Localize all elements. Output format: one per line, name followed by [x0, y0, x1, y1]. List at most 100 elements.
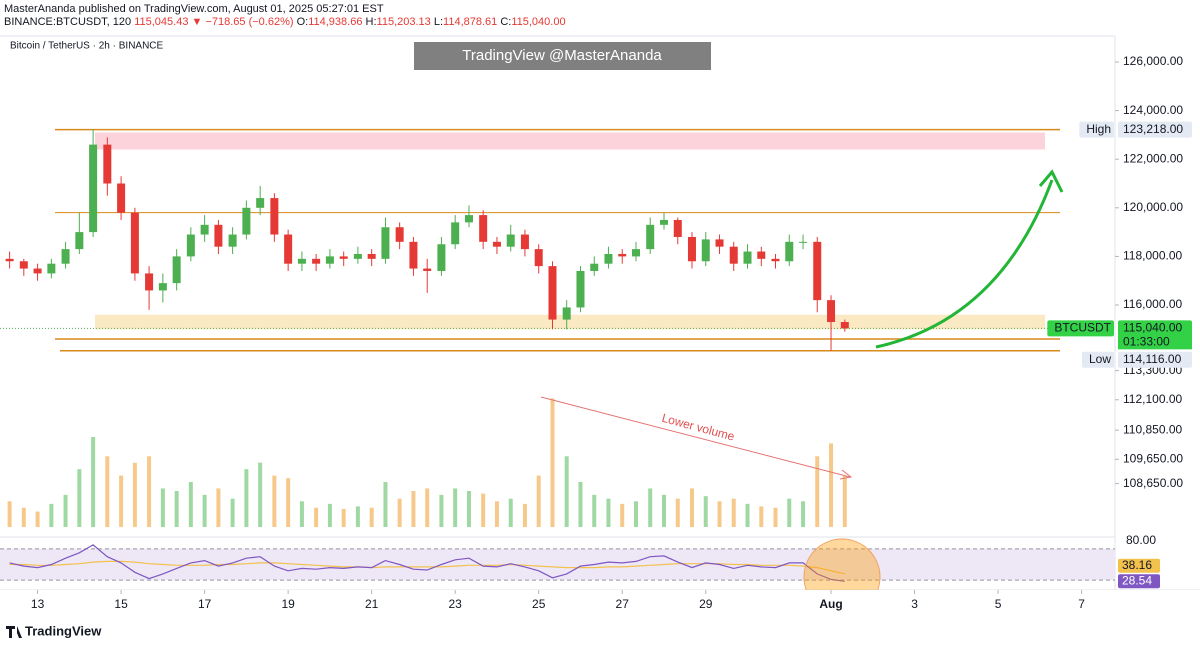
volume-bar — [689, 488, 694, 527]
marker-value-bg — [1118, 121, 1192, 138]
volume-bar — [327, 503, 332, 527]
volume-bar — [49, 503, 54, 527]
volume-bar — [174, 491, 179, 527]
header-part: O: — [297, 16, 309, 28]
zone — [95, 132, 1045, 150]
candle-body — [423, 268, 432, 271]
header-part: 115,040.00 — [511, 16, 565, 28]
candle-body — [618, 253, 627, 257]
candle-body — [47, 263, 56, 274]
candle-body — [270, 198, 279, 235]
volume-bar — [63, 494, 68, 527]
candle-body — [590, 263, 599, 271]
marker-name-bg — [1079, 121, 1114, 138]
y-tick-label: 109,650.00 — [1123, 451, 1183, 465]
forecast-arrowhead — [1038, 169, 1064, 193]
plot — [0, 128, 1115, 582]
watermark-box — [414, 42, 711, 70]
volume-bar — [829, 443, 834, 527]
candle-body — [771, 258, 780, 262]
rsi-tick-label: 80.00 — [1126, 533, 1156, 547]
candle-body — [799, 241, 808, 243]
volume-bar — [703, 496, 708, 527]
volume-bar — [105, 456, 110, 527]
candle-body — [548, 266, 557, 320]
candle-body — [757, 251, 766, 259]
candle-body — [451, 222, 460, 245]
rsi-ma-line — [9, 560, 845, 575]
x-tick-label: 5 — [995, 597, 1002, 611]
y-tick-label: 118,000.00 — [1123, 249, 1182, 263]
header-part: BINANCE:BTCUSDT, 120 — [4, 16, 131, 28]
volume-bar — [411, 491, 416, 527]
volume-bar — [745, 503, 750, 527]
candle-body — [659, 219, 668, 225]
x-tick-label: 27 — [616, 597, 630, 611]
volume-bar — [286, 478, 291, 527]
volume-bar — [299, 501, 304, 527]
volume-bar — [397, 498, 402, 527]
marker-name: Low — [1089, 352, 1111, 366]
y-tick-label: 126,000.00 — [1123, 54, 1183, 68]
candle-body — [242, 207, 251, 235]
candle-body — [520, 234, 529, 250]
candle-body — [256, 198, 265, 208]
candle-body — [576, 270, 585, 308]
candle-body — [145, 273, 154, 291]
volume-bar — [383, 482, 388, 527]
volume-bar — [341, 509, 346, 527]
volume-bar — [536, 475, 541, 527]
volume-bar — [188, 482, 193, 527]
volume-bar — [216, 488, 221, 527]
candle-body — [5, 258, 14, 262]
candle-body — [172, 256, 181, 284]
volume-bar — [801, 501, 806, 527]
rsi-label: 28.54 — [1122, 573, 1152, 587]
y-tick-label: 110,850.00 — [1123, 422, 1182, 436]
candle-body — [89, 144, 98, 233]
volume-bar — [787, 498, 792, 527]
volume-bar — [314, 507, 319, 527]
header-part: 115,203.13 — [377, 16, 431, 28]
candle-body — [214, 224, 223, 247]
volume-bar — [508, 498, 513, 527]
y-tick-label: 124,000.00 — [1123, 103, 1183, 117]
candle-body — [840, 322, 849, 329]
rsi-ma-label: 38.16 — [1122, 558, 1152, 572]
candle-body — [827, 300, 836, 323]
volume-bar — [369, 507, 374, 527]
y-tick-label: 116,000.00 — [1123, 297, 1182, 311]
countdown-bg — [1118, 335, 1192, 350]
volume-bar — [592, 494, 597, 527]
candle-body — [479, 215, 488, 242]
candle-body — [785, 241, 794, 262]
volume-bar — [815, 456, 820, 527]
candle-body — [743, 251, 752, 264]
volume-bar — [634, 501, 639, 527]
volume-bar — [675, 498, 680, 527]
candle-body — [813, 241, 822, 301]
candle-body — [562, 307, 571, 320]
candle-body — [325, 256, 334, 264]
x-tick-label: 23 — [449, 597, 463, 611]
candle-body — [715, 239, 724, 247]
candle-body — [103, 144, 112, 184]
candle-body — [729, 246, 738, 264]
candle-body — [367, 253, 376, 259]
header-part: H: — [366, 16, 377, 28]
volume-bar — [606, 498, 611, 527]
candle-body — [646, 224, 655, 250]
volume-bar — [35, 511, 40, 527]
x-tick-label: 7 — [1078, 597, 1085, 611]
x-tick-label: 19 — [281, 597, 295, 611]
volume-bar — [564, 456, 569, 527]
candle-body — [312, 258, 321, 264]
volume-bar — [147, 456, 152, 527]
footer-bg — [0, 590, 1200, 645]
rsi-ma-label-bg — [1118, 558, 1160, 573]
marker-name-bg — [1047, 320, 1114, 337]
volume-bar — [132, 462, 137, 527]
header-line: MasterAnanda published on TradingView.co… — [4, 3, 384, 15]
volume-bar — [258, 462, 263, 527]
